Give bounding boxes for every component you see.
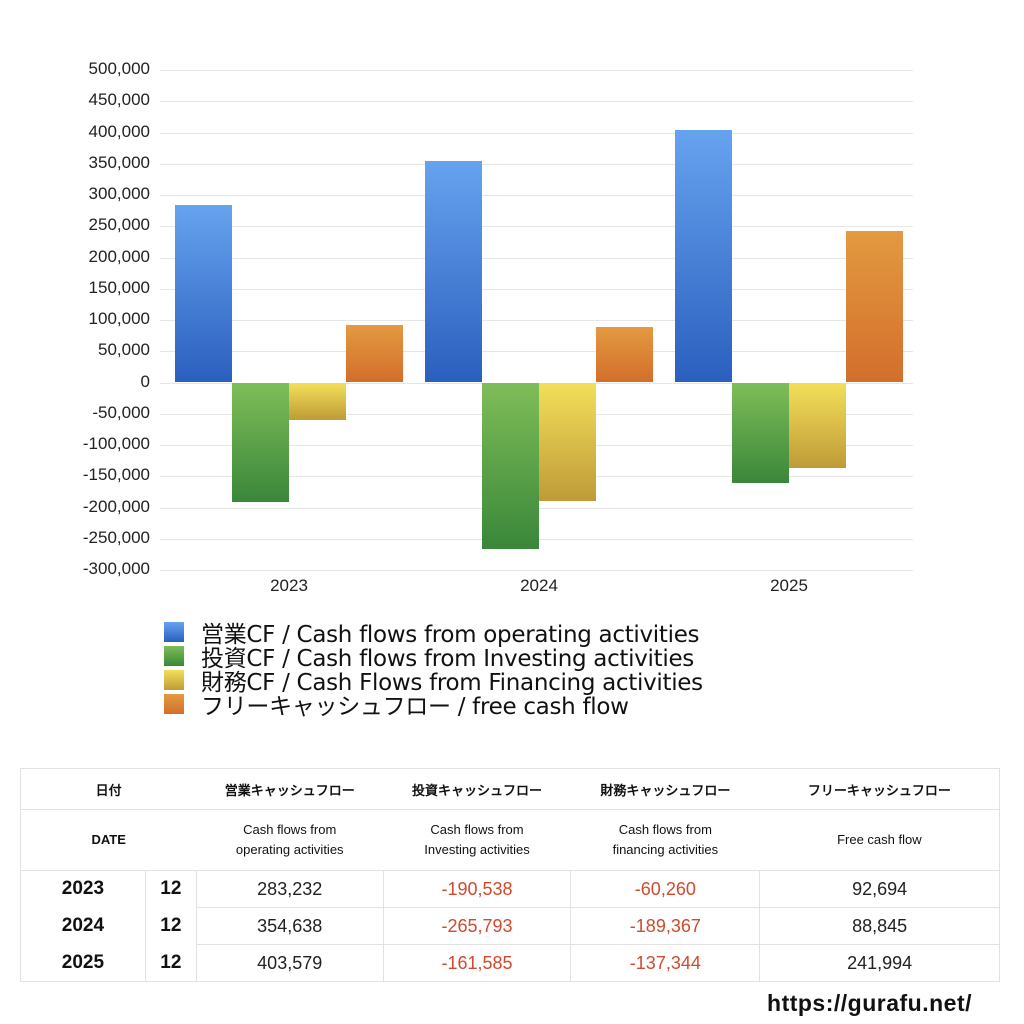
- row-year: 2024: [20, 907, 146, 945]
- gridline: [160, 258, 913, 259]
- header-financing-en-line2: financing activities: [612, 842, 719, 857]
- x-tick-label: 2025: [770, 576, 808, 595]
- legend-item-operating: 営業CF / Cash flows from operating activit…: [164, 620, 703, 648]
- y-tick-label: -150,000: [82, 465, 150, 484]
- bar-investing-2023: [232, 382, 289, 502]
- gridline: [160, 320, 913, 321]
- legend-swatch-free: [164, 694, 184, 714]
- bar-investing-2024: [482, 382, 539, 549]
- gridline: [160, 101, 913, 102]
- gridline: [160, 289, 913, 290]
- gridline: [160, 133, 913, 134]
- cash-flow-table: 日付 営業キャッシュフロー 投資キャッシュフロー 財務キャッシュフロー フリーキ…: [20, 768, 1000, 982]
- header-date-jp: 日付: [20, 768, 197, 810]
- row-year: 2023: [20, 870, 146, 908]
- legend-swatch-financing: [164, 670, 184, 690]
- bar-free-2023: [346, 324, 403, 383]
- legend-label: 営業CF / Cash flows from operating activit…: [201, 622, 700, 648]
- cell-operating: 354,638: [195, 907, 384, 945]
- cell-operating: 283,232: [195, 870, 384, 908]
- bar-financing-2024: [539, 382, 596, 501]
- cell-free: 92,694: [759, 870, 1000, 908]
- cell-financing: -60,260: [570, 870, 761, 908]
- header-free-jp: フリーキャッシュフロー: [759, 768, 1000, 810]
- y-tick-label: 200,000: [88, 247, 150, 266]
- cash-flow-bar-chart: 500,000 450,000 400,000 350,000 300,000 250,0…: [82, 59, 913, 595]
- row-month: 12: [144, 870, 197, 908]
- legend-item-financing: 財務CF / Cash Flows from Financing activit…: [164, 668, 703, 696]
- chart-legend: 営業CF / Cash flows from operating activit…: [164, 620, 703, 720]
- y-tick-label: 0: [140, 372, 150, 391]
- x-tick-label: 2024: [520, 576, 558, 595]
- y-tick-label: -50,000: [92, 403, 150, 422]
- cell-investing: -265,793: [382, 907, 572, 945]
- table-row: 2023 12 283,232 -190,538 -60,260 92,694: [20, 870, 1000, 908]
- y-tick-label: -200,000: [82, 497, 150, 516]
- y-tick-label: 150,000: [88, 278, 150, 297]
- y-tick-label: 50,000: [98, 340, 150, 359]
- table-header-jp: 日付 営業キャッシュフロー 投資キャッシュフロー 財務キャッシュフロー フリーキ…: [20, 768, 1000, 810]
- cell-investing: -190,538: [382, 870, 572, 908]
- header-operating-en-line1: Cash flows from: [243, 822, 337, 837]
- legend-label: 財務CF / Cash Flows from Financing activit…: [201, 670, 703, 696]
- gridline: [160, 164, 913, 165]
- header-date-en: DATE: [20, 809, 197, 871]
- y-tick-label: 100,000: [88, 309, 150, 328]
- bar-operating-2023: [175, 205, 232, 383]
- header-investing-en-line2: Investing activities: [424, 842, 530, 857]
- row-month: 12: [144, 944, 197, 982]
- gridline: [160, 226, 913, 227]
- y-tick-label: 350,000: [88, 153, 150, 172]
- cell-financing: -189,367: [570, 907, 761, 945]
- site-url-link[interactable]: https://gurafu.net/: [767, 990, 972, 1016]
- legend-item-free: フリーキャッシュフロー / free cash flow: [164, 692, 703, 720]
- bar-operating-2024: [425, 160, 482, 383]
- bar-financing-2023: [289, 382, 346, 421]
- y-tick-label: 450,000: [88, 90, 150, 109]
- x-tick-label: 2023: [270, 576, 308, 595]
- bar-free-2025: [846, 231, 903, 383]
- gridline: [160, 351, 913, 352]
- header-financing-jp: 財務キャッシュフロー: [570, 768, 760, 810]
- header-financing-en-line1: Cash flows from: [618, 822, 712, 837]
- header-investing-en: Cash flows from Investing activities: [383, 809, 571, 871]
- y-tick-label: -250,000: [82, 528, 150, 547]
- header-investing-jp: 投資キャッシュフロー: [383, 768, 571, 810]
- y-tick-label: 300,000: [88, 184, 150, 203]
- cell-investing: -161,585: [382, 944, 572, 982]
- cell-free: 88,845: [759, 907, 1000, 945]
- y-tick-label: 250,000: [88, 215, 150, 234]
- table-header-en: DATE Cash flows from operating activitie…: [20, 809, 1000, 871]
- header-operating-en-line2: operating activities: [235, 842, 344, 857]
- header-financing-en: Cash flows from financing activities: [570, 809, 760, 871]
- bar-investing-2025: [732, 382, 789, 484]
- y-tick-label: -100,000: [82, 434, 150, 453]
- row-year: 2025: [20, 944, 146, 982]
- cell-financing: -137,344: [570, 944, 761, 982]
- row-month: 12: [144, 907, 197, 945]
- legend-label: 投資CF / Cash flows from Investing activit…: [201, 646, 694, 672]
- header-investing-en-line1: Cash flows from: [430, 822, 524, 837]
- y-tick-label: -300,000: [82, 559, 150, 578]
- legend-swatch-investing: [164, 646, 184, 666]
- cell-free: 241,994: [759, 944, 1000, 982]
- y-tick-label: 500,000: [88, 59, 150, 78]
- header-free-en: Free cash flow: [759, 809, 1000, 871]
- gridline: [160, 195, 913, 196]
- legend-swatch-operating: [164, 622, 184, 642]
- gridline: [160, 570, 913, 571]
- table-row: 2024 12 354,638 -265,793 -189,367 88,845: [20, 907, 1000, 945]
- y-tick-label: 400,000: [88, 122, 150, 141]
- legend-label: フリーキャッシュフロー / free cash flow: [201, 694, 629, 720]
- header-operating-jp: 営業キャッシュフロー: [196, 768, 384, 810]
- bar-financing-2025: [789, 382, 846, 469]
- gridline: [160, 70, 913, 71]
- cell-operating: 403,579: [195, 944, 384, 982]
- bar-operating-2025: [675, 130, 732, 383]
- table-row: 2025 12 403,579 -161,585 -137,344 241,99…: [20, 944, 1000, 982]
- bar-free-2024: [596, 326, 653, 383]
- legend-item-investing: 投資CF / Cash flows from Investing activit…: [164, 644, 703, 672]
- header-operating-en: Cash flows from operating activities: [196, 809, 384, 871]
